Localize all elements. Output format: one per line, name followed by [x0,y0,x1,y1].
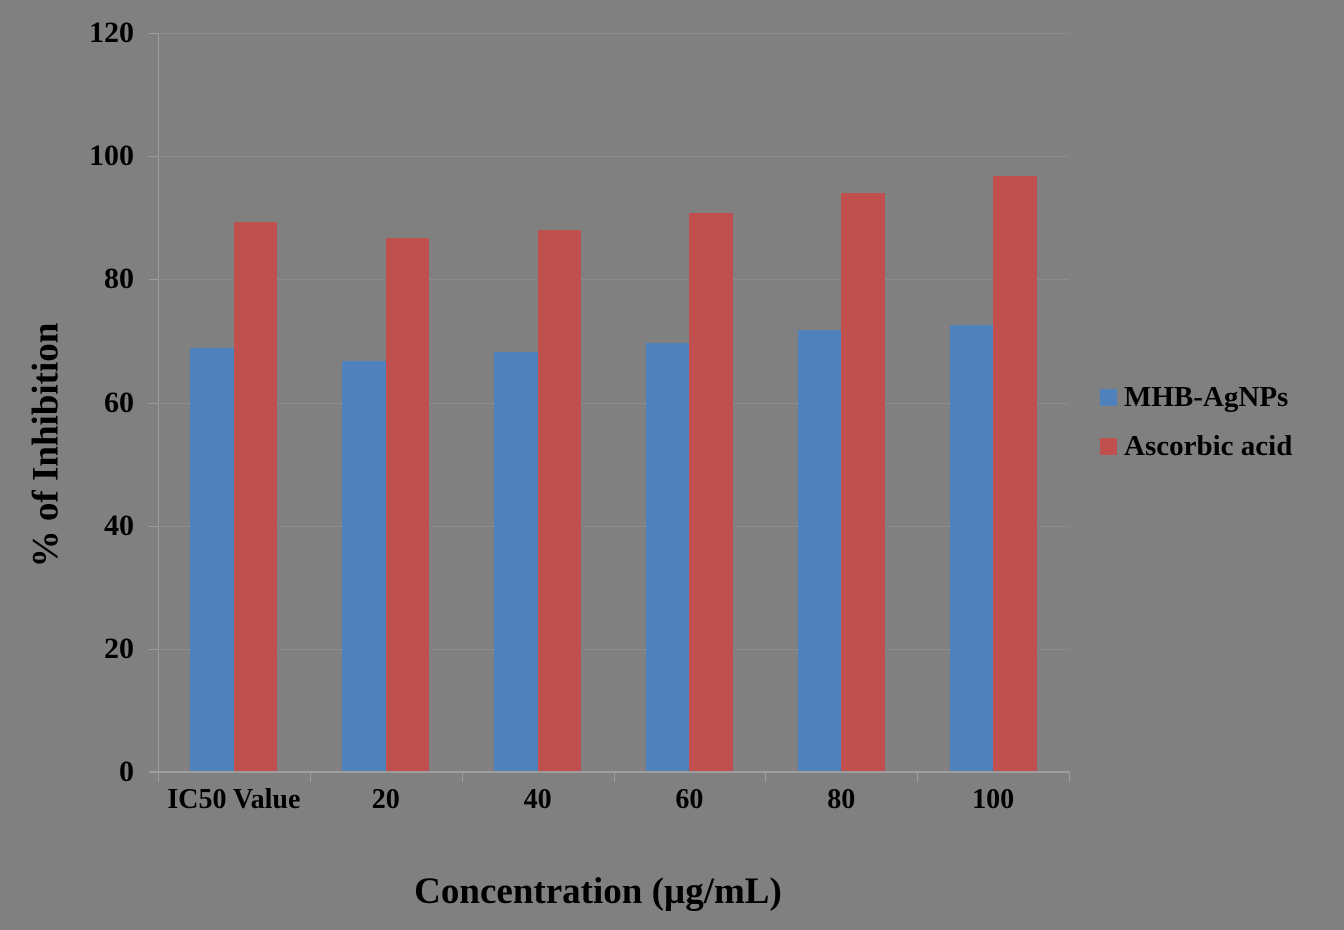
plot-area [158,33,1069,772]
y-tick-mark [149,772,158,773]
x-tick-mark [765,773,767,782]
y-tick-mark [149,33,158,34]
bar-ascorbic-acid [385,238,430,772]
legend-item: MHB-AgNPs [1100,380,1292,414]
y-tick-mark [149,525,158,527]
y-tick-label: 40 [104,508,134,542]
x-tick-label: IC50 Value [167,784,301,815]
legend-label: MHB-AgNPs [1124,380,1289,413]
x-tick-mark [917,773,919,782]
x-tick-mark [461,773,463,782]
legend-label: Ascorbic acid [1124,429,1293,462]
y-tick-mark [149,279,158,281]
bar-mhb-agnps [645,342,690,772]
legend: MHB-AgNPs Ascorbic acid [1100,380,1292,478]
grid-line [158,525,1069,527]
y-tick-label: 80 [104,262,134,296]
legend-item: Ascorbic acid [1100,429,1292,463]
y-tick-mark [149,402,158,404]
y-tick-label: 0 [119,755,134,788]
grid-line [158,156,1069,158]
legend-swatch [1100,388,1117,406]
x-tick-label: 100 [972,784,1015,815]
legend-swatch [1100,437,1117,455]
bar-ascorbic-acid [841,193,885,772]
x-tick-label: 80 [827,784,856,815]
bar-ascorbic-acid [689,212,733,772]
x-axis-title: Concentration (µg/mL) [414,871,782,912]
grid-line [158,33,1069,34]
bar-mhb-agnps [494,352,538,772]
y-tick-mark [149,156,158,158]
bar-ascorbic-acid [537,230,582,772]
y-tick-label: 120 [89,16,134,49]
x-tick-label: 60 [675,784,704,815]
bar-ascorbic-acid [993,175,1037,772]
x-tick-mark [309,773,311,782]
x-tick-mark [158,773,159,782]
x-axis-line [149,771,1070,773]
y-tick-label: 100 [89,139,134,173]
x-tick-label: 20 [371,784,400,815]
grid-line [158,279,1069,281]
grid-line [158,402,1069,404]
x-tick-mark [1069,773,1070,782]
bar-mhb-agnps [190,347,234,772]
x-tick-label: 40 [523,784,552,815]
y-tick-label: 20 [104,631,134,665]
x-tick-mark [613,773,615,782]
bar-ascorbic-acid [233,222,278,772]
bar-mhb-agnps [342,361,386,772]
bar-mhb-agnps [949,324,994,772]
y-tick-mark [149,648,158,650]
bar-mhb-agnps [797,329,842,772]
y-tick-label: 60 [104,385,134,419]
grid-line [158,648,1069,650]
